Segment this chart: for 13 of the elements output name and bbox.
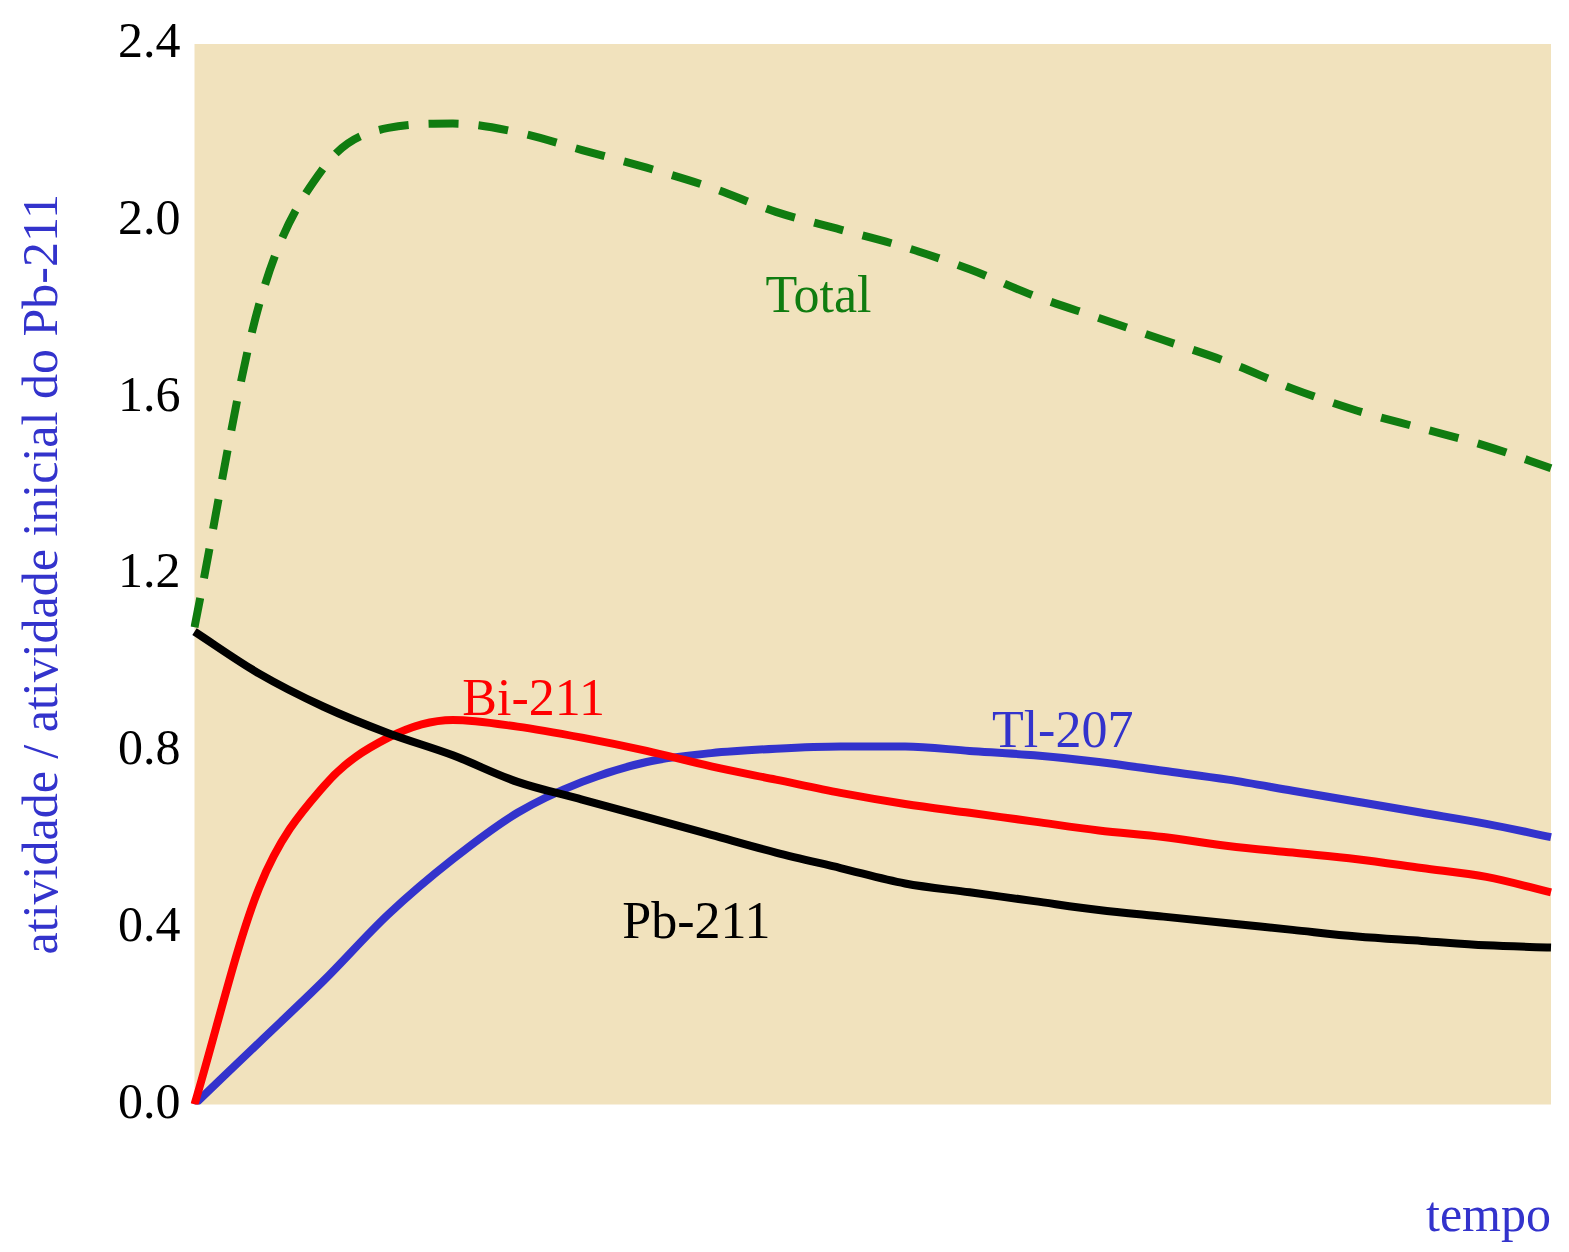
series-label: Total — [765, 266, 872, 324]
y-tick-label: 0.0 — [118, 1072, 181, 1129]
y-tick-label: 2.4 — [118, 12, 181, 69]
series-label: Tl-207 — [991, 700, 1134, 758]
y-tick-label: 1.2 — [118, 542, 181, 599]
x-axis-title: tempo — [1426, 1186, 1551, 1243]
y-tick-label: 2.0 — [118, 188, 181, 245]
y-tick-label: 0.4 — [118, 895, 181, 952]
y-tick-label: 1.6 — [118, 365, 181, 422]
series-label: Pb-211 — [622, 891, 771, 949]
y-axis-title: atividade / atividade inicial do Pb-211 — [12, 193, 69, 955]
series-label: Bi-211 — [462, 669, 605, 727]
y-tick-label: 0.8 — [118, 719, 181, 776]
